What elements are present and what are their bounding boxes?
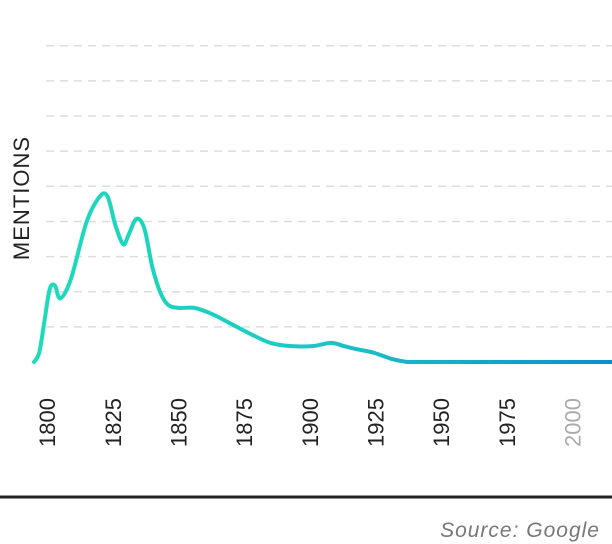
x-tick-label: 1825 xyxy=(101,398,126,447)
series-line xyxy=(32,191,612,365)
x-tick-label: 1925 xyxy=(364,398,389,447)
x-tick-label: 1875 xyxy=(232,398,257,447)
x-tick-label: 1800 xyxy=(35,398,60,447)
y-axis-label: MENTIONS xyxy=(9,136,34,260)
gridlines xyxy=(46,45,612,328)
x-axis-tick-labels: 1800 1825 1850 1875 1900 1925 1950 1975 2000 xyxy=(35,398,586,447)
x-tick-label: 1900 xyxy=(298,398,323,447)
source-note: Source: Google xyxy=(440,519,600,542)
x-tick-label: 2000 xyxy=(561,398,586,447)
x-tick-label: 1850 xyxy=(167,398,192,447)
x-tick-label: 1950 xyxy=(429,398,454,447)
x-tick-label: 1975 xyxy=(495,398,520,447)
